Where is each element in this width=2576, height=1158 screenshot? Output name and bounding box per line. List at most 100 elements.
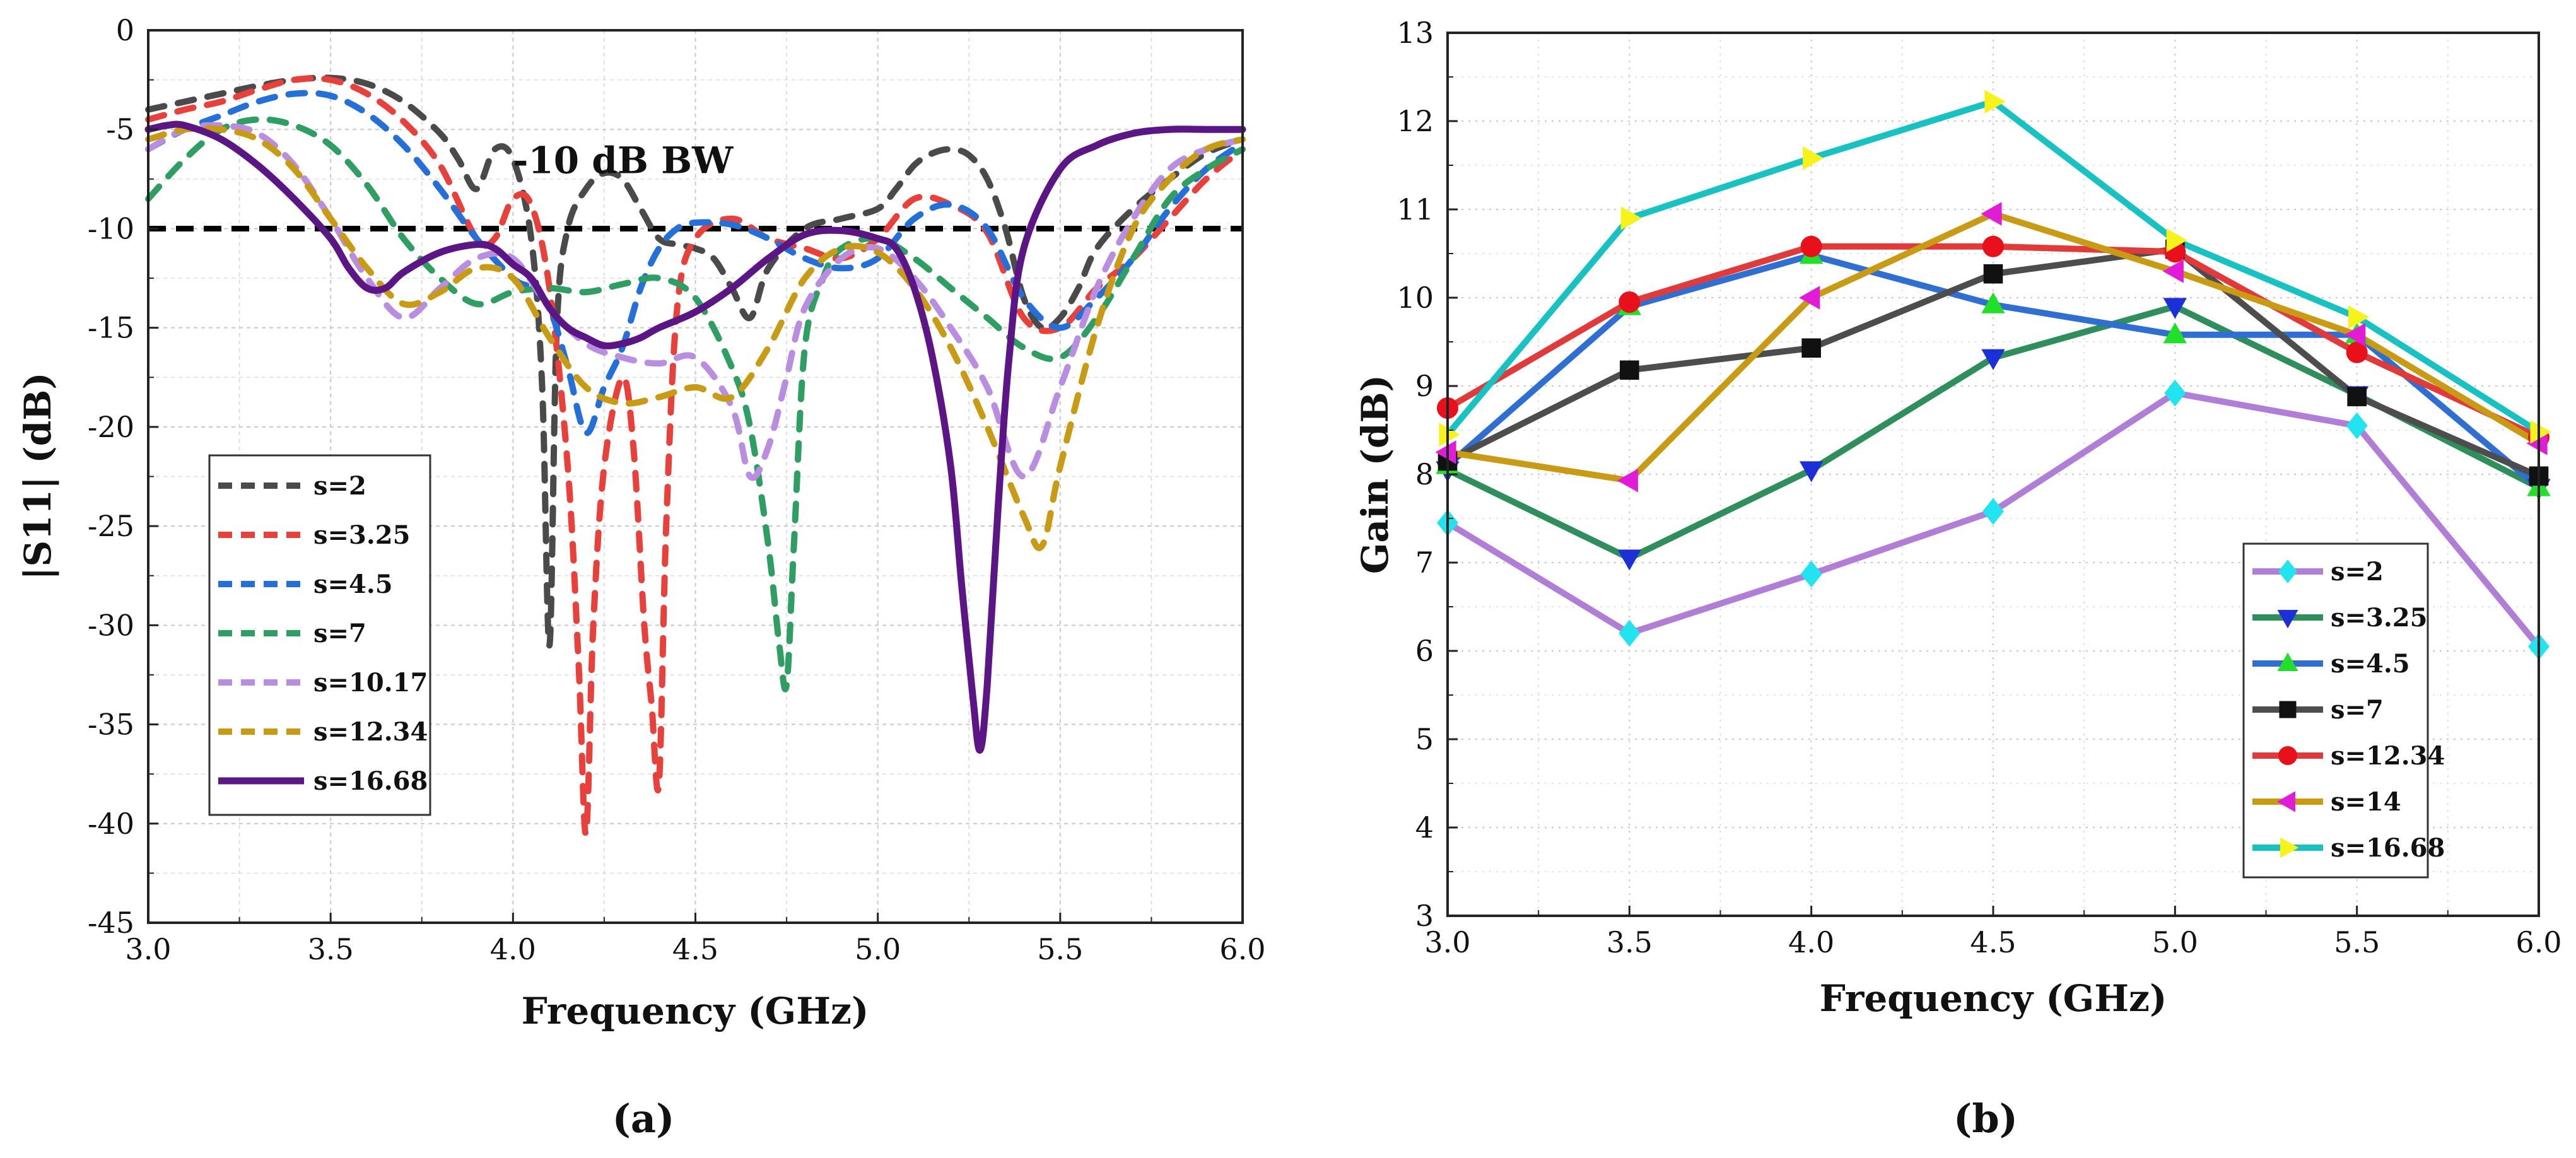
series-line-s-2 (145, 74, 1246, 648)
legend-label: s=10.17 (313, 668, 428, 698)
legend-label: s=7 (313, 619, 366, 648)
y-tick-label: 4 (1415, 810, 1434, 845)
legend-marker (2279, 701, 2297, 718)
y-tick-label: 8 (1415, 457, 1434, 491)
x-axis-title-a: Frequency (GHz) (522, 990, 869, 1032)
data-point-s-16-68 (2166, 228, 2187, 252)
series-line-s-7 (145, 116, 1246, 693)
chart-b: 3.0 3.5 4.0 4.5 5.0 5.5 6.0 3 4 5 6 7 8 9 10 11 12 13 Fr… (1354, 16, 2562, 1142)
data-point-s-14 (1617, 469, 1638, 493)
data-point-s-12-34 (2346, 341, 2368, 363)
data-point-s-16-68 (1439, 423, 1460, 447)
data-point-s-16-68 (1803, 146, 1824, 170)
x-tick-label: 3.5 (1607, 925, 1653, 959)
data-point-s-14 (2345, 323, 2366, 347)
x-tick-label: 4.0 (1788, 925, 1834, 959)
y-tick-label: -45 (88, 906, 134, 940)
series-lines-a (144, 74, 1246, 837)
data-point-s-14 (2526, 431, 2548, 455)
legend-marker (2278, 559, 2297, 583)
y-tick-label: -5 (106, 112, 134, 146)
data-point-s-14 (2162, 259, 2184, 283)
data-point-s-2 (1982, 498, 2004, 525)
data-point-s-2 (1800, 560, 1822, 588)
y-tick-label: 12 (1396, 104, 1434, 138)
y-ticks-b: 3 4 5 6 7 8 9 10 11 12 13 (1396, 16, 1458, 933)
data-point-s-7 (1620, 360, 1639, 380)
series-markers-b (1435, 90, 2551, 660)
x-tick-label: 5.5 (1037, 932, 1083, 966)
panel-label-a: (a) (612, 1096, 675, 1142)
y-tick-label: -25 (88, 509, 134, 543)
y-ticks-a: 0 -5 -10 -15 -20 -25 -30 -35 -40 -45 (88, 13, 158, 940)
y-tick-label: 5 (1415, 722, 1434, 756)
y-tick-label: 9 (1415, 369, 1434, 403)
legend-label: s=4.5 (313, 570, 393, 599)
x-tick-label: 6.0 (2515, 925, 2561, 959)
legend-marker (2277, 610, 2298, 629)
data-point-s-4-5 (1981, 292, 2005, 313)
legend-marker (2276, 791, 2295, 812)
data-point-s-16-68 (1984, 90, 2006, 114)
legend-label: s=3.25 (2331, 603, 2427, 633)
series-line-s-10-17 (145, 122, 1246, 481)
data-point-s-14 (1435, 440, 1456, 464)
legend-label: s=4.5 (2331, 649, 2410, 679)
legend-marker (2278, 746, 2297, 765)
y-tick-label: -10 (88, 211, 134, 245)
data-point-s-14 (1981, 202, 2002, 226)
y-tick-label: -40 (88, 807, 134, 841)
y-tick-label: -30 (88, 608, 134, 642)
data-point-s-3-25 (2163, 298, 2187, 319)
legend-label: s=16.68 (2331, 833, 2445, 863)
x-tick-label: 4.5 (1970, 925, 2016, 959)
data-point-s-3-25 (1617, 549, 1641, 571)
legend-label: s=14 (2331, 787, 2401, 817)
legend-b: s=2 s=3.25 s=4.5 s=7 s=12.34 s=14 s=16.68 (2242, 542, 2445, 879)
y-tick-label: 3 (1415, 899, 1434, 933)
x-ticks-b: 3.0 3.5 4.0 4.5 5.0 5.5 6.0 (1424, 906, 2562, 959)
y-tick-label: 0 (116, 13, 134, 47)
x-tick-label: 3.5 (308, 932, 354, 966)
data-point-s-12-34 (1982, 235, 2004, 257)
y-tick-label: -15 (88, 311, 134, 345)
legend-a: s=2 s=3.25 s=4.5 s=7 s=10.17 s=12.34 s=16.68 (208, 454, 431, 816)
data-point-s-2 (2164, 380, 2186, 407)
chart-a: 3.0 3.5 4.0 4.5 5.0 5.5 6.0 0 -5 -10 -15 -20 -25 -30… (16, 13, 1266, 1142)
y-tick-label: -35 (88, 708, 134, 742)
y-tick-label: -20 (88, 410, 134, 444)
legend-label: s=3.25 (313, 520, 410, 550)
x-tick-label: 6.0 (1219, 932, 1265, 966)
x-axis-title-b: Frequency (GHz) (1820, 977, 2167, 1020)
legend-marker (2280, 837, 2299, 858)
legend-label: s=12.34 (2331, 741, 2445, 771)
data-point-s-7 (2347, 387, 2367, 407)
data-point-s-7 (1983, 264, 2003, 284)
panel-label-b: (b) (1953, 1096, 2018, 1142)
x-ticks-a: 3.0 3.5 4.0 4.5 5.0 5.5 6.0 (125, 913, 1266, 966)
legend-label: s=16.68 (313, 766, 428, 796)
x-tick-label: 4.0 (490, 932, 536, 966)
y-tick-label: 10 (1396, 281, 1434, 315)
data-point-s-2 (1619, 619, 1641, 647)
legend-label: s=12.34 (313, 717, 428, 747)
data-point-s-3-25 (1981, 349, 2005, 370)
legend-label: s=2 (313, 471, 366, 501)
x-tick-label: 5.5 (2334, 925, 2380, 959)
data-point-s-12-34 (1800, 235, 1822, 257)
series-line-s-16-68 (144, 120, 1246, 754)
data-point-s-16-68 (2530, 420, 2551, 444)
x-tick-label: 3.0 (125, 932, 171, 966)
data-point-s-14 (1799, 286, 1820, 310)
y-tick-label: 7 (1415, 546, 1434, 580)
y-axis-title-a: |S11| (dB) (16, 372, 59, 580)
legend-marker (2277, 652, 2298, 671)
annotation-bw: -10 dB BW (513, 139, 734, 182)
y-tick-label: 13 (1396, 16, 1434, 50)
x-tick-label: 5.0 (2152, 925, 2198, 959)
legend-label: s=2 (2331, 557, 2384, 587)
data-point-s-16-68 (1620, 206, 1642, 230)
data-point-s-2 (2346, 412, 2368, 440)
series-line-s-4-5 (145, 90, 1246, 436)
